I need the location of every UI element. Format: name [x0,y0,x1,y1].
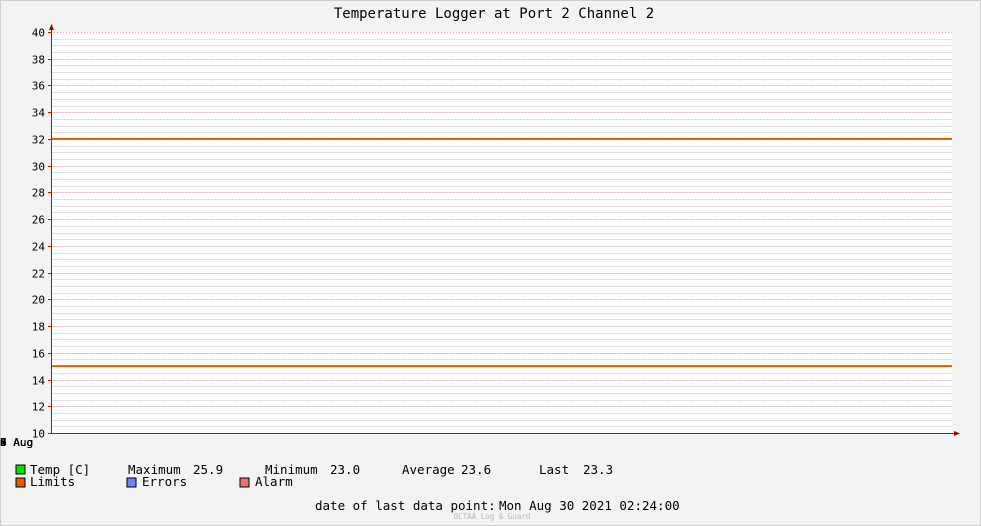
y-tick-label: 34 [32,107,46,120]
y-tick-label: 20 [32,294,45,307]
legend-swatch-limits [15,477,26,488]
y-tick-label: 10 [32,428,45,441]
x-tick-label: Wed 25 Aug [0,436,33,449]
x-tick-label: Thu 26 Aug [0,436,33,449]
stat-min-label: Minimum [265,462,318,477]
legend-label-temp: Temp [C] [30,462,90,477]
stat-max-label: Maximum [128,462,181,477]
legend-label-limits: Limits [30,474,75,489]
y-tick-label: 38 [32,54,45,67]
last-point-label: date of last data point: [315,498,496,513]
x-tick-label: Tue 24 Aug [0,436,33,449]
limit-lines [51,137,952,368]
x-tick-label: Sat 28 Aug [0,436,33,449]
y-tick-label: 26 [32,214,45,227]
y-tick-label: 16 [32,348,45,361]
stat-min-value: 23.0 [330,462,360,477]
y-tick-label: 36 [32,80,45,93]
stat-avg-label: Average [402,462,455,477]
y-tick-label: 18 [32,321,45,334]
y-tick-label: 12 [32,401,45,414]
legend-label-errors: Errors [142,474,187,489]
watermark: OCTAA Log & Guard [454,512,531,521]
y-tick-label: 24 [32,241,46,254]
y-tick-label: 28 [32,187,45,200]
stat-last-value: 23.3 [583,462,613,477]
y-tick-label: 30 [32,161,45,174]
legend-swatch-temp [15,464,26,475]
legend-swatch-alarm [239,477,250,488]
y-tick-label: 14 [32,375,46,388]
legend-swatch-errors [126,477,137,488]
y-tick-label: 22 [32,268,45,281]
x-tick-label: Fri 27 Aug [0,436,33,449]
stat-last-label: Last [539,462,569,477]
last-point-value: Mon Aug 30 2021 02:24:00 [499,498,680,513]
stat-max-value: 25.9 [193,462,223,477]
legend-label-alarm: Alarm [255,474,293,489]
y-axis-arrow [49,24,54,30]
stat-avg-value: 23.6 [461,462,491,477]
tick-labels: 10 12 14 16 18 20 22 24 26 28 30 32 34 36 38 40 Mon 23 A… [0,27,45,450]
chart-title: Temperature Logger at Port 2 Channel 2 [334,6,654,22]
axes [48,24,960,436]
y-tick-label: 32 [32,134,45,147]
x-axis-arrow [954,431,960,436]
grid [51,32,952,427]
x-tick-label: Mon 23 Aug [0,436,33,449]
y-tick-label: 40 [32,27,45,40]
x-tick-label: Sun 29 Aug [0,436,33,449]
